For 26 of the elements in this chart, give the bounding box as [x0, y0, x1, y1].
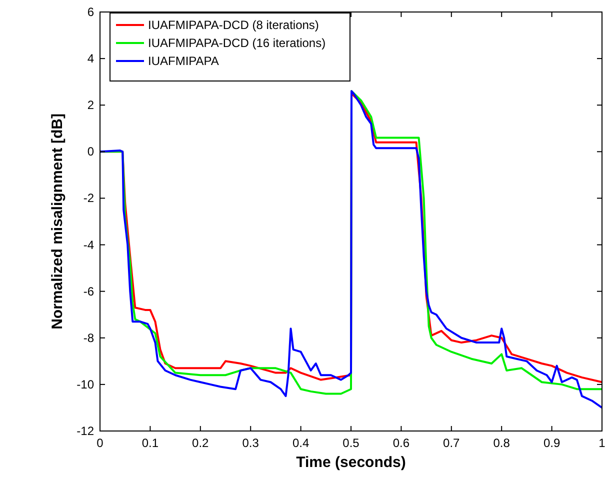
y-tick-label: -10 — [76, 377, 94, 392]
x-tick-label: 1 — [598, 436, 606, 450]
y-tick-label: 4 — [87, 52, 94, 66]
x-tick-label: 0.3 — [242, 436, 260, 450]
x-tick-label: 0.8 — [493, 436, 510, 450]
x-tick-label: 0.4 — [292, 436, 310, 450]
y-tick-label: -6 — [83, 284, 94, 298]
y-tick-label: 0 — [87, 144, 94, 159]
x-axis-title: Time (seconds) — [296, 454, 406, 471]
x-tick-label: 0.2 — [192, 436, 210, 450]
legend-label: IUAFMIPAPA-DCD (8 iterations) — [148, 18, 319, 32]
x-tick-label: 0.5 — [342, 436, 360, 450]
legend-label: IUAFMIPAPA-DCD (16 iterations) — [148, 36, 326, 50]
y-tick-label: -8 — [83, 330, 94, 345]
x-tick-label: 0.9 — [543, 436, 560, 450]
x-tick-label: 0.1 — [142, 436, 159, 450]
y-tick-label: 6 — [87, 5, 94, 19]
x-tick-label: 0 — [96, 436, 104, 450]
x-tick-label: 0.7 — [443, 436, 460, 450]
y-tick-label: -2 — [83, 191, 94, 206]
y-axis-title: Normalized misalignment [dB] — [49, 114, 66, 330]
y-tick-label: 2 — [87, 98, 94, 112]
x-tick-label: 0.6 — [392, 436, 410, 450]
y-tick-label: -12 — [76, 424, 94, 438]
legend-label: IUAFMIPAPA — [148, 54, 219, 68]
y-tick-label: -4 — [83, 238, 94, 252]
